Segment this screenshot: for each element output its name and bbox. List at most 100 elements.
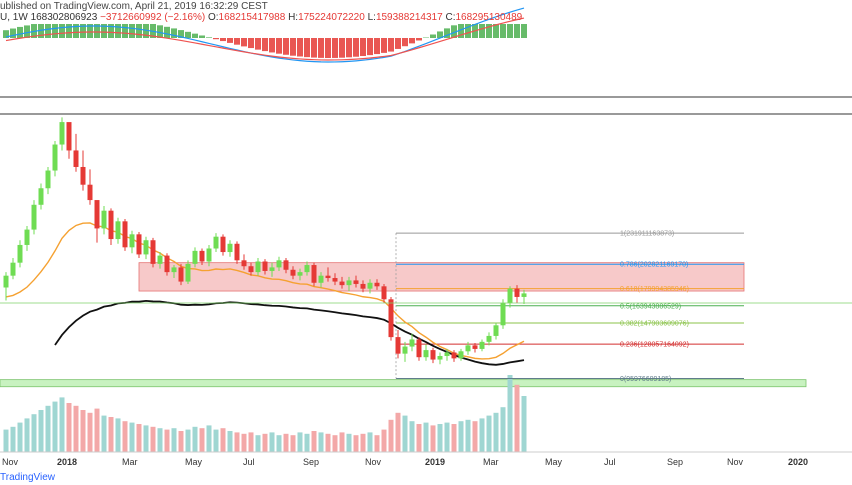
macd-histogram-bar xyxy=(458,24,464,38)
macd-pane xyxy=(3,7,527,63)
fib-label: 0.236(128057164092) xyxy=(620,342,689,349)
candle xyxy=(164,253,170,276)
volume-bar xyxy=(381,429,387,452)
volume-bar xyxy=(38,410,44,452)
candle-body xyxy=(143,240,149,255)
macd-histogram-bar xyxy=(262,38,268,52)
candle-body xyxy=(108,210,114,240)
macd-histogram-bar xyxy=(213,38,219,40)
candle-body xyxy=(192,250,198,264)
candle xyxy=(262,259,268,275)
candle xyxy=(101,205,107,235)
candle xyxy=(87,169,93,205)
candle-body xyxy=(318,275,324,283)
candle xyxy=(409,333,415,352)
time-axis-tick: 2018 xyxy=(57,457,78,467)
candle-body xyxy=(507,288,513,303)
macd-histogram-bar xyxy=(178,30,184,38)
volume-bar xyxy=(199,428,205,452)
last-price: 168302806923 xyxy=(30,12,98,23)
macd-histogram-bar xyxy=(346,38,352,58)
candle xyxy=(185,260,191,284)
close-value: 168295130489 xyxy=(455,12,523,23)
volume-bar xyxy=(73,405,79,452)
macd-histogram-bar xyxy=(381,38,387,53)
candle xyxy=(430,347,436,364)
time-axis-tick: Sep xyxy=(667,457,684,467)
candle-body xyxy=(416,339,422,358)
candle-body xyxy=(241,260,247,267)
candle-body xyxy=(374,282,380,287)
volume-bar xyxy=(318,432,324,452)
candle xyxy=(479,339,485,352)
candle xyxy=(465,341,471,355)
candle-body xyxy=(479,341,485,349)
candle xyxy=(24,226,30,251)
candle-body xyxy=(80,166,86,185)
fib-label: 0.618(179994385946) xyxy=(620,286,689,293)
candle-body xyxy=(290,269,296,276)
candle xyxy=(514,285,520,303)
candle xyxy=(416,337,422,361)
candle xyxy=(332,273,338,286)
candle-body xyxy=(227,243,233,253)
volume-bar xyxy=(402,415,408,452)
macd-histogram-bar xyxy=(514,24,520,38)
candle-body xyxy=(94,200,100,229)
candle xyxy=(178,263,184,286)
candle-body xyxy=(52,144,58,171)
candle xyxy=(241,254,247,270)
tradingview-brand[interactable]: TradingView xyxy=(0,472,56,483)
candle xyxy=(472,343,478,353)
time-axis-tick: 2019 xyxy=(425,457,446,467)
candle xyxy=(395,330,401,359)
volume-bar xyxy=(241,433,247,452)
volume-bar xyxy=(143,425,149,452)
volume-bar xyxy=(451,424,457,452)
volume-bar xyxy=(360,433,366,452)
fib-label: 0(95976609185) xyxy=(620,376,671,383)
macd-histogram-bar xyxy=(164,26,170,38)
candle xyxy=(199,248,205,266)
candle-body xyxy=(24,229,30,245)
candle xyxy=(255,257,261,276)
candle-body xyxy=(276,260,282,268)
candle xyxy=(143,236,149,260)
macd-histogram-bar xyxy=(493,24,499,38)
macd-histogram-bar xyxy=(136,24,142,38)
volume-bar xyxy=(374,435,380,452)
macd-histogram-bar xyxy=(283,38,289,55)
candle-body xyxy=(423,350,429,358)
volume-bar xyxy=(24,418,30,452)
candle xyxy=(374,279,380,290)
candle-body xyxy=(430,350,436,360)
time-axis-tick: Mar xyxy=(122,457,138,467)
fib-label: 0.5(163943886529) xyxy=(620,303,681,310)
macd-histogram-bar xyxy=(276,38,282,54)
candle-body xyxy=(444,352,450,357)
volume-bar xyxy=(276,435,282,452)
candle xyxy=(80,150,86,191)
candle-body xyxy=(234,243,240,261)
candle xyxy=(59,117,65,151)
candle-body xyxy=(283,260,289,270)
volume-bar xyxy=(31,414,37,452)
candle xyxy=(157,252,163,269)
macd-histogram-bar xyxy=(521,24,527,38)
time-axis-tick: May xyxy=(545,457,563,467)
candle-body xyxy=(472,345,478,349)
volume-bar xyxy=(3,429,9,452)
time-axis-tick: Nov xyxy=(2,457,19,467)
candle xyxy=(486,332,492,346)
chart-header: ublished on TradingView.com, April 21, 2… xyxy=(0,1,268,12)
candle-body xyxy=(262,261,268,271)
macd-histogram-bar xyxy=(402,38,408,47)
macd-histogram-bar xyxy=(59,24,65,38)
macd-histogram-bar xyxy=(269,38,275,53)
candle-body xyxy=(332,278,338,282)
candle-body xyxy=(521,293,527,297)
candle xyxy=(353,275,359,288)
candle xyxy=(52,140,58,177)
candle xyxy=(192,247,198,268)
high-label: H: xyxy=(288,12,299,23)
